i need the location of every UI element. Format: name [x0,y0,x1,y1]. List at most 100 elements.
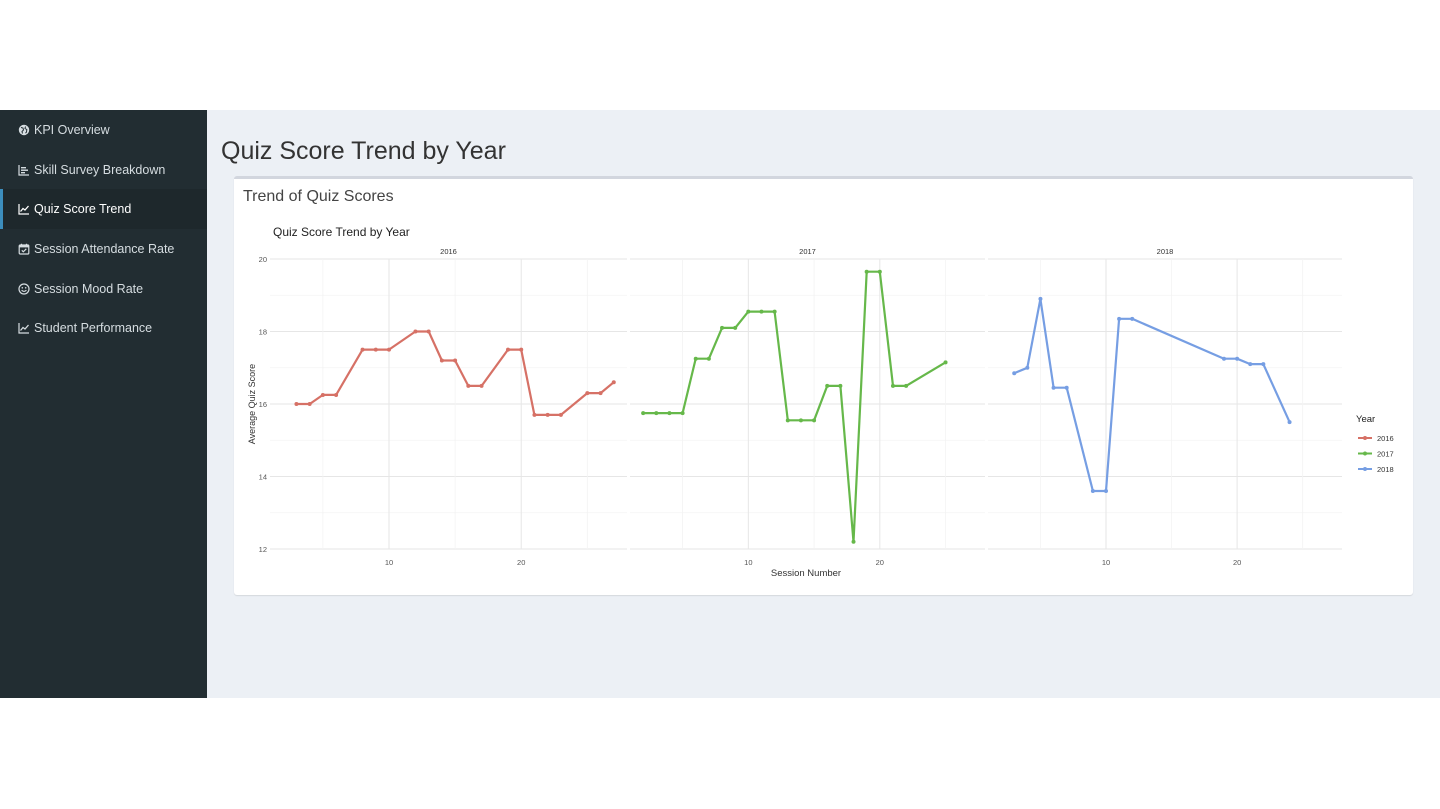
data-point [838,383,843,388]
data-point [334,392,339,397]
bar-chart-icon [16,163,31,177]
sidebar-item-label: Student Performance [34,321,153,336]
sidebar-item-label: Session Mood Rate [34,281,144,296]
data-point [558,412,563,417]
x-tick-label: 20 [876,558,884,567]
chart-title: Quiz Score Trend by Year [273,225,410,239]
sidebar-item-student-performance[interactable]: Student Performance [0,308,207,348]
data-point [785,418,790,423]
main-content: Quiz Score Trend by Year Trend of Quiz S… [207,110,1440,698]
data-point [759,309,764,314]
facet-label-2018: 2018 [1157,247,1174,256]
data-point [812,418,817,423]
data-point [1051,385,1056,390]
data-point [1248,362,1253,367]
line-chart-icon [16,202,31,216]
data-point [877,269,882,274]
data-point [720,325,725,330]
sidebar-item-kpi-overview[interactable]: KPI Overview [0,110,207,150]
data-point [825,383,830,388]
x-tick-label: 10 [385,558,393,567]
data-point [654,411,659,416]
sidebar-item-label: KPI Overview [34,122,110,137]
smile-icon [16,282,31,296]
calendar-check-icon [16,242,31,256]
x-tick-label: 20 [517,558,525,567]
facet-label-2016: 2016 [440,247,457,256]
data-point [466,383,471,388]
data-point [611,380,616,385]
data-point [479,383,484,388]
data-point [680,411,685,416]
data-point [1090,489,1095,493]
sidebar-item-session-mood-rate[interactable]: Session Mood Rate [0,269,207,309]
data-point [294,402,299,406]
data-point [373,347,378,352]
y-tick-label: 16 [259,400,267,409]
x-tick-label: 10 [744,558,752,567]
y-tick-label: 20 [259,255,267,264]
data-point [746,309,751,314]
quiz-score-chart: Quiz Score Trend by Year 12 14 16 18 20 Averag… [234,215,1413,595]
sidebar-item-label: Session Attendance Rate [34,241,175,256]
data-point [1130,316,1135,321]
line-chart-icon [16,321,31,335]
data-point [1038,296,1043,301]
y-axis-label: Average Quiz Score [247,364,257,444]
data-point [1012,371,1017,376]
data-point [890,383,895,388]
data-point [772,309,777,314]
y-tick-label: 18 [259,328,267,337]
x-tick-label: 10 [1102,558,1110,567]
legend-label-2018: 2018 [1377,465,1394,474]
data-point [320,392,325,397]
data-point [706,356,711,361]
globe-icon [16,123,31,137]
data-point [598,391,603,396]
x-tick-label: 20 [1233,558,1241,567]
legend-key-point [1363,467,1367,471]
sidebar-item-label: Skill Survey Breakdown [34,162,166,177]
data-point [387,347,391,352]
data-point [532,412,537,417]
data-point [545,412,550,417]
legend-title: Year [1356,414,1375,425]
data-point [585,391,590,396]
data-point [439,358,444,363]
legend-label-2016: 2016 [1377,434,1394,443]
data-point [1025,365,1030,370]
legend-label-2017: 2017 [1377,450,1394,459]
data-point [1261,362,1266,367]
data-point [864,269,869,274]
data-point [1287,420,1292,425]
sidebar-item-label: Quiz Score Trend [34,202,132,217]
sidebar-item-quiz-score-trend[interactable]: Quiz Score Trend [0,189,207,230]
page-title: Quiz Score Trend by Year [221,137,506,165]
legend-key-point [1363,451,1367,456]
data-point [1104,489,1108,493]
data-point [413,329,418,334]
data-point [851,539,856,544]
y-tick-label: 14 [259,473,267,482]
data-point [693,356,698,361]
data-point [1117,316,1122,321]
data-point [943,360,948,365]
data-point [519,347,524,352]
sidebar-item-session-attendance-rate[interactable]: Session Attendance Rate [0,229,207,269]
data-point [641,411,646,416]
data-point [1064,385,1069,390]
data-point [733,325,738,330]
data-point [798,418,803,423]
sidebar-item-skill-survey-breakdown[interactable]: Skill Survey Breakdown [0,150,207,190]
data-point [667,411,672,416]
data-point [453,358,458,363]
data-point [426,329,431,334]
series-line-2017 [643,270,947,543]
app-window: KPI Overview Skill Survey Breakdown Quiz… [0,110,1440,698]
data-point [506,347,510,352]
x-axis-label: Session Number [771,568,841,579]
data-point [1222,356,1226,361]
series-line-2018 [1013,297,1291,493]
legend-key-point [1363,436,1367,440]
data-point [360,347,365,352]
